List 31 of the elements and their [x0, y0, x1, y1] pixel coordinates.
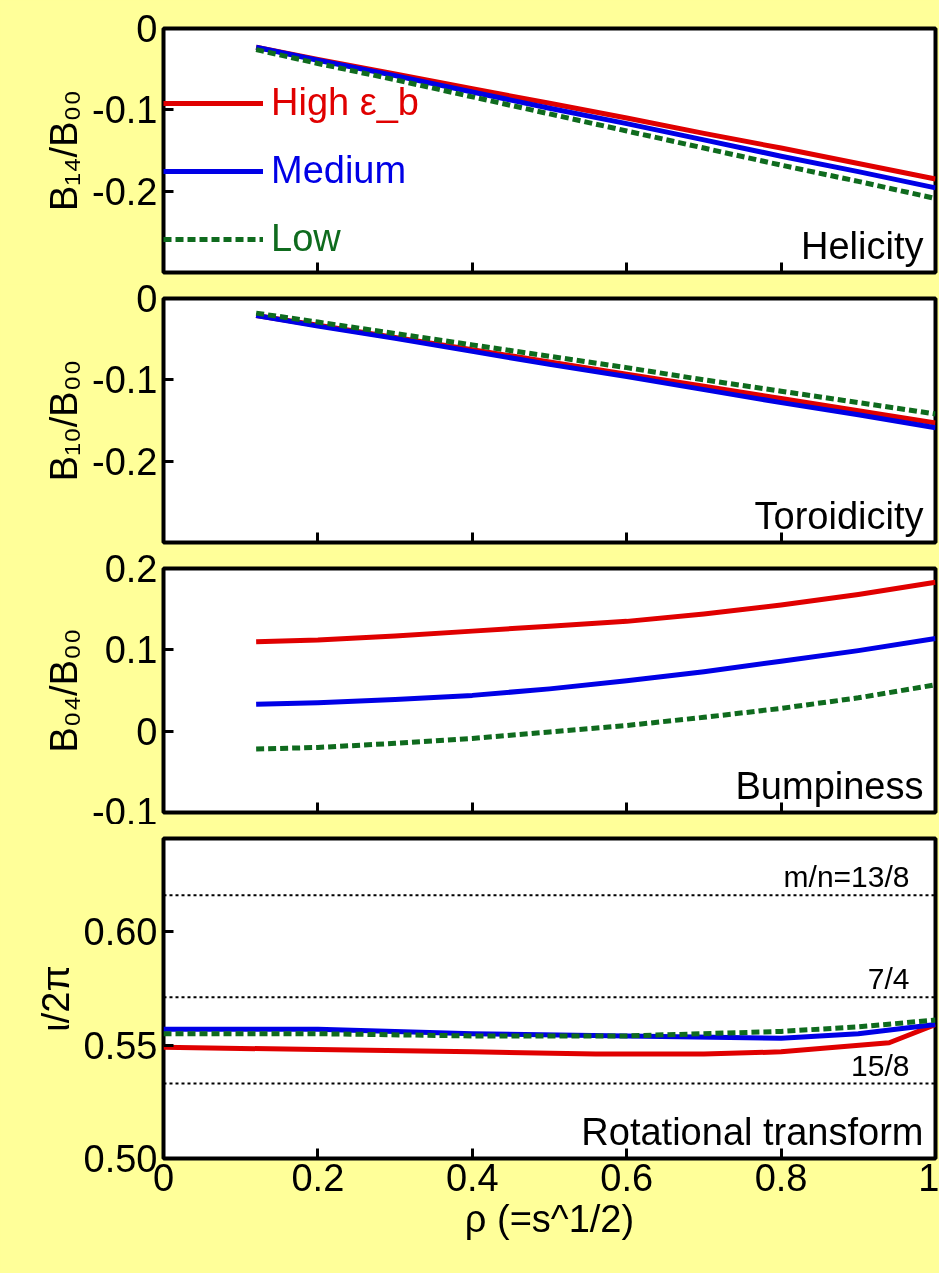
y-axis-title: ι/2π: [34, 965, 77, 1032]
y-tick-label: 0.2: [104, 548, 158, 590]
annotation: Rotational transform: [581, 1110, 924, 1153]
x-tick-label: 0.6: [600, 1156, 654, 1199]
y-tick-label: 0.55: [83, 1024, 158, 1067]
y-tick-label: 0.1: [104, 629, 158, 672]
y-tick-label: -0.1: [92, 359, 158, 402]
x-tick-label: 1: [918, 1156, 940, 1199]
y-tick-label: 0.60: [83, 911, 158, 954]
annotation: 7/4: [867, 962, 910, 996]
y-tick-label: 0: [136, 710, 158, 753]
y-tick-label: -0.2: [92, 170, 158, 213]
x-tick-label: 0.4: [445, 1156, 499, 1199]
y-tick-label: 0: [136, 8, 158, 50]
y-tick-label: -0.2: [92, 440, 158, 483]
y-axis-title: B₀₄/B₀₀: [43, 628, 86, 753]
y-tick-label: 0: [136, 278, 158, 320]
annotation: m/n=13/8: [783, 860, 910, 894]
annotation: 15/8: [851, 1048, 910, 1082]
x-tick-label: 0.2: [291, 1156, 345, 1199]
y-axis-title: B₁₄/B₀₀: [43, 89, 86, 212]
annotation: Helicity: [801, 224, 924, 267]
y-tick-label: -0.1: [92, 89, 158, 132]
annotation: Bumpiness: [735, 764, 924, 807]
x-tick-label: 0.8: [754, 1156, 808, 1199]
x-axis-title: ρ (=s^1/2): [464, 1197, 635, 1240]
annotation: Toroidicity: [754, 494, 924, 537]
y-axis-title: B₁₀/B₀₀: [43, 359, 86, 482]
legend-label: Low: [271, 217, 341, 260]
legend-label: Medium: [271, 149, 407, 192]
legend-label: High ε_b: [271, 81, 419, 124]
